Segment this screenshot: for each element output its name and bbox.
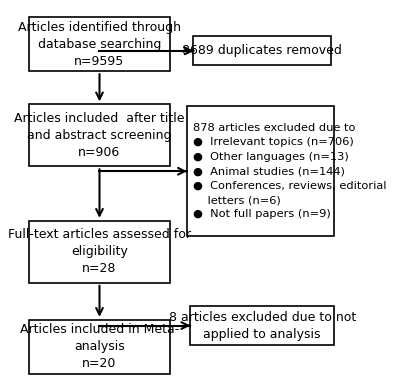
FancyBboxPatch shape — [29, 104, 170, 167]
Text: Full-text articles assessed for
eligibility
n=28: Full-text articles assessed for eligibil… — [8, 228, 191, 275]
Text: Articles included in Meta-
analysis
n=20: Articles included in Meta- analysis n=20 — [20, 323, 179, 370]
FancyBboxPatch shape — [194, 36, 331, 65]
Text: 878 articles excluded due to
●  Irrelevant topics (n=706)
●  Other languages (n=: 878 articles excluded due to ● Irrelevan… — [194, 123, 387, 219]
FancyBboxPatch shape — [29, 17, 170, 71]
Text: 8689 duplicates removed: 8689 duplicates removed — [182, 45, 342, 57]
Text: Articles identified through
database searching
n=9595: Articles identified through database sea… — [18, 21, 181, 68]
FancyBboxPatch shape — [187, 106, 334, 236]
Text: Articles included  after title
and abstract screening
n=906: Articles included after title and abstra… — [14, 112, 185, 159]
FancyBboxPatch shape — [190, 306, 334, 345]
FancyBboxPatch shape — [29, 320, 170, 374]
Text: 8 articles excluded due to not
applied to analysis: 8 articles excluded due to not applied t… — [168, 310, 356, 341]
FancyBboxPatch shape — [29, 221, 170, 283]
